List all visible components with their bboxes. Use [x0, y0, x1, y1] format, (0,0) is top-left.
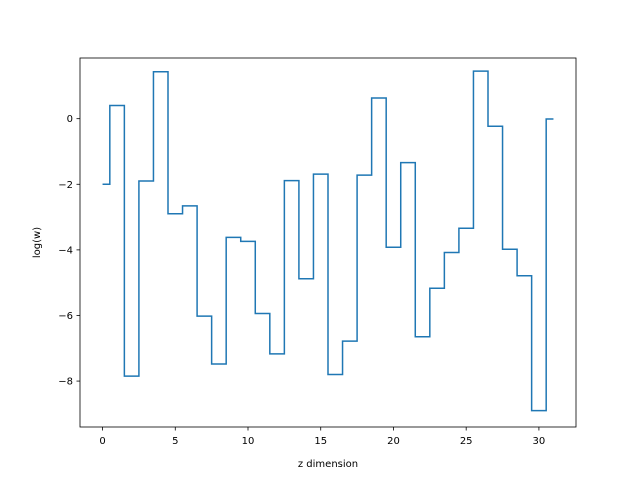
y-tick-label: −4: [58, 245, 73, 256]
y-tick-label: 0: [67, 114, 73, 125]
x-tick-label: 5: [172, 436, 178, 447]
y-tick-label: −6: [58, 311, 73, 322]
y-tick-label: −8: [58, 377, 73, 388]
x-tick-label: 10: [242, 436, 255, 447]
x-axis: 0 5 10 15 20 25 30: [99, 427, 545, 447]
y-axis: −8 −6 −4 −2 0: [58, 114, 80, 388]
plot-area: [102, 70, 554, 412]
series-line: [102, 70, 554, 412]
y-tick-label: −2: [58, 180, 73, 191]
x-tick-label: 0: [99, 436, 105, 447]
x-tick-label: 20: [387, 436, 400, 447]
x-tick-label: 30: [533, 436, 546, 447]
x-axis-label: z dimension: [298, 459, 358, 470]
x-tick-label: 15: [314, 436, 327, 447]
axes-frame: [79, 57, 577, 428]
x-tick-label: 25: [460, 436, 473, 447]
y-axis-label: log(w): [32, 227, 43, 258]
